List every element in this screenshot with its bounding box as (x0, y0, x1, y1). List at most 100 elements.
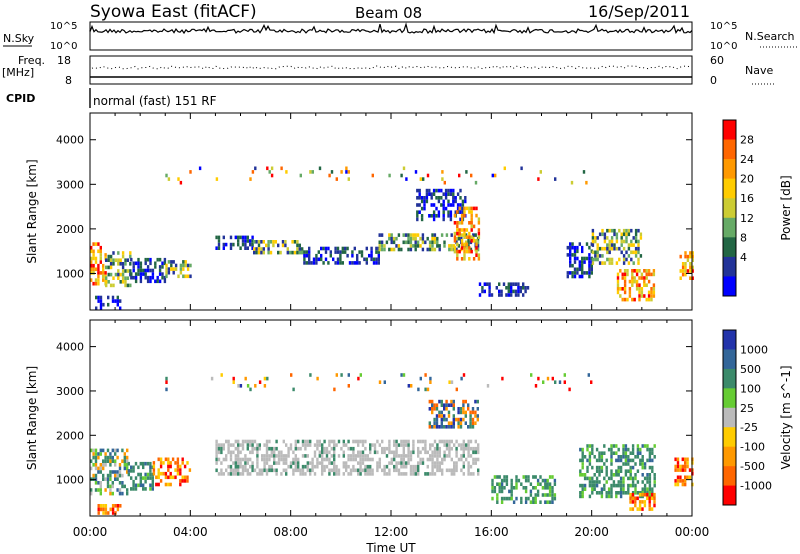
data-cell (438, 454, 441, 458)
data-cell (94, 466, 98, 471)
data-cell (359, 450, 362, 455)
data-cell (385, 446, 389, 451)
data-cell (407, 240, 410, 245)
data-cell (452, 414, 455, 418)
data-cell (114, 470, 117, 474)
data-cell (149, 279, 152, 284)
data-cell (498, 293, 501, 297)
data-cell (151, 476, 154, 480)
data-cell (373, 446, 377, 451)
data-cell (622, 483, 625, 488)
data-cell (313, 443, 317, 447)
data-cell (686, 464, 689, 469)
data-cell (256, 464, 259, 469)
data-cell (416, 240, 420, 245)
data-cell (546, 493, 549, 497)
data-cell (390, 450, 393, 455)
data-cell (515, 478, 518, 483)
data-cell (152, 464, 156, 469)
data-cell (634, 473, 637, 477)
data-cell (428, 421, 431, 425)
data-cell (361, 461, 365, 465)
data-cell (341, 250, 344, 254)
data-cell (94, 448, 98, 453)
data-cell (457, 417, 460, 422)
data-cell (142, 268, 145, 273)
colorbar-swatch (723, 349, 736, 370)
data-cell (454, 199, 457, 204)
data-cell (304, 439, 307, 444)
data-cell (126, 463, 129, 467)
data-cell (605, 494, 608, 499)
data-cell (114, 258, 118, 262)
data-cell (121, 262, 125, 266)
data-cell (620, 243, 623, 247)
data-cell (622, 451, 625, 455)
data-cell (118, 481, 122, 485)
data-cell (679, 254, 682, 259)
data-cell (119, 262, 122, 266)
data-cell (97, 242, 100, 246)
data-cell (460, 239, 464, 243)
data-cell (428, 188, 431, 193)
data-cell (94, 488, 98, 492)
data-cell (455, 240, 458, 245)
data-cell (261, 472, 264, 476)
data-cell (462, 443, 465, 447)
data-cell (167, 464, 170, 469)
data-cell (448, 443, 451, 447)
data-cell (595, 465, 599, 470)
data-cell (646, 480, 649, 484)
data-cell (598, 473, 601, 477)
data-cell (442, 210, 445, 214)
data-cell (593, 473, 596, 477)
data-cell (590, 380, 593, 384)
data-cell (237, 450, 240, 455)
data-cell (124, 258, 127, 262)
data-cell (613, 243, 616, 247)
nave-tick-bottom: 0 (710, 74, 717, 87)
data-cell (412, 439, 415, 444)
data-cell (462, 410, 465, 415)
data-cell (435, 417, 439, 422)
data-cell (470, 249, 473, 254)
data-cell (610, 469, 613, 473)
data-cell (372, 257, 376, 262)
data-cell (429, 457, 432, 462)
data-cell (494, 173, 497, 178)
data-cell (306, 454, 309, 458)
data-cell (90, 245, 93, 250)
data-cell (273, 461, 276, 465)
data-cell (581, 267, 584, 272)
data-cell (608, 228, 611, 233)
data-cell (400, 373, 403, 377)
data-cell (648, 491, 652, 495)
data-cell (269, 250, 273, 255)
data-cell (311, 461, 314, 465)
data-cell (155, 482, 158, 487)
data-cell (273, 454, 276, 458)
data-cell (241, 464, 245, 469)
data-cell (109, 488, 112, 492)
data-cell (340, 170, 343, 174)
data-cell (280, 457, 283, 462)
data-cell (581, 447, 584, 452)
data-cell (459, 421, 463, 425)
data-cell (548, 482, 552, 486)
data-cell (430, 214, 433, 218)
data-cell (433, 240, 437, 245)
data-cell (119, 504, 122, 508)
data-cell (445, 399, 448, 404)
data-cell (619, 491, 623, 495)
data-cell (453, 239, 457, 243)
data-cell (612, 483, 616, 488)
data-cell (627, 469, 630, 473)
data-cell (598, 465, 601, 470)
data-cell (119, 272, 122, 277)
data-cell (239, 235, 242, 240)
data-cell (445, 425, 448, 429)
data-cell (325, 446, 329, 451)
x-tick-label: 00:00 (73, 525, 108, 539)
data-cell (481, 286, 484, 290)
